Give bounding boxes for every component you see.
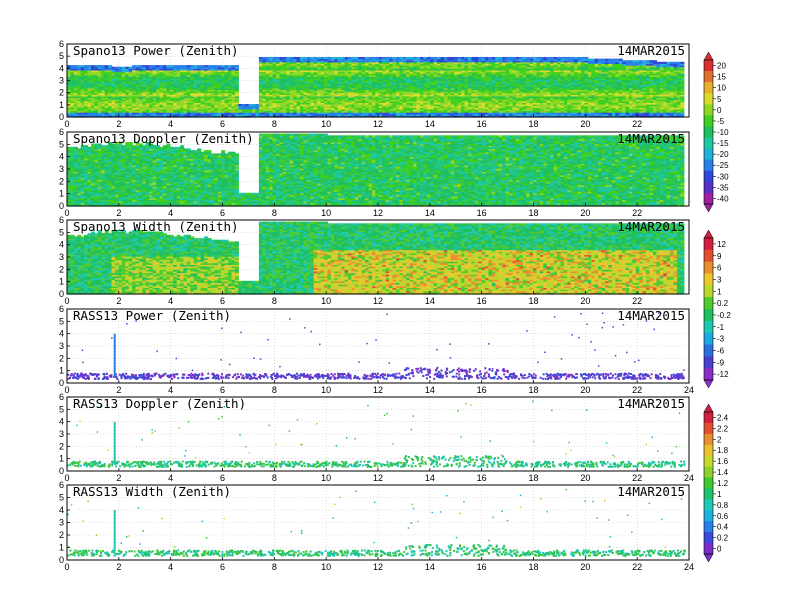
heatmap-cell <box>547 57 551 59</box>
heatmap-cell <box>314 57 318 59</box>
heatmap-cell <box>149 65 153 67</box>
heatmap-cell <box>238 104 242 106</box>
heatmap-cell <box>84 65 88 67</box>
heatmap-cell <box>393 57 397 59</box>
heatmap-cell <box>221 65 225 67</box>
heatmap-cell <box>557 57 561 59</box>
heatmap-cell <box>355 57 359 59</box>
heatmap-cell <box>166 65 170 67</box>
heatmap-cells-1 <box>67 57 684 118</box>
heatmap-cell <box>187 65 191 67</box>
heatmap-cell <box>417 57 421 59</box>
heatmap-cell <box>506 57 510 59</box>
heatmap-cell <box>533 57 537 59</box>
heatmap-cell <box>327 57 331 59</box>
heatmap-cell <box>122 67 126 69</box>
heatmap-cell <box>70 65 74 67</box>
heatmap-cell <box>444 57 448 59</box>
heatmap-cell <box>379 57 383 59</box>
heatmap-cell <box>454 57 458 59</box>
heatmap-cell <box>98 65 102 67</box>
heatmap-cell <box>225 65 229 67</box>
heatmap-cell <box>153 65 157 67</box>
heatmap-cell <box>214 65 218 67</box>
heatmap-cell <box>235 65 239 67</box>
heatmap-cell <box>245 104 249 106</box>
heatmap-cell <box>427 57 431 59</box>
heatmap-cell <box>266 57 270 59</box>
heatmap-cell <box>365 57 369 59</box>
heatmap-cell <box>468 57 472 59</box>
heatmap-cell <box>129 67 133 69</box>
heatmap-cell <box>252 104 256 106</box>
heatmap-cell <box>173 65 177 67</box>
heatmap-cell <box>341 57 345 59</box>
heatmap-cell <box>136 65 140 67</box>
heatmap-cell <box>358 57 362 59</box>
figure: Spano13 Power (Zenith) 14MAR201501234560 2… <box>0 0 792 612</box>
heatmap-cell <box>112 67 116 69</box>
heatmap-cell <box>495 57 499 59</box>
heatmap-cell <box>303 57 307 59</box>
heatmap-cell <box>197 65 201 67</box>
heatmap-cell <box>290 57 294 59</box>
heatmap-cell <box>163 65 167 67</box>
heatmap-cell <box>406 57 410 59</box>
heatmap-cell <box>482 57 486 59</box>
heatmap-cell <box>334 57 338 59</box>
heatmap-cell <box>430 57 434 59</box>
heatmap-cell <box>276 57 280 59</box>
heatmap-cell <box>142 65 146 67</box>
heatmap-cell <box>310 57 314 59</box>
heatmap-cell <box>519 57 523 59</box>
heatmap-cell <box>499 57 503 59</box>
heatmap-cell <box>201 65 205 67</box>
heatmap-cell <box>382 57 386 59</box>
heatmap-cell <box>262 57 266 59</box>
heatmap-cell <box>286 57 290 59</box>
heatmap-cell <box>177 65 181 67</box>
heatmap-cell <box>403 57 407 59</box>
heatmap-cell <box>211 65 215 67</box>
heatmap-cell <box>451 57 455 59</box>
heatmap-cell <box>190 65 194 67</box>
heatmap-cell <box>475 57 479 59</box>
